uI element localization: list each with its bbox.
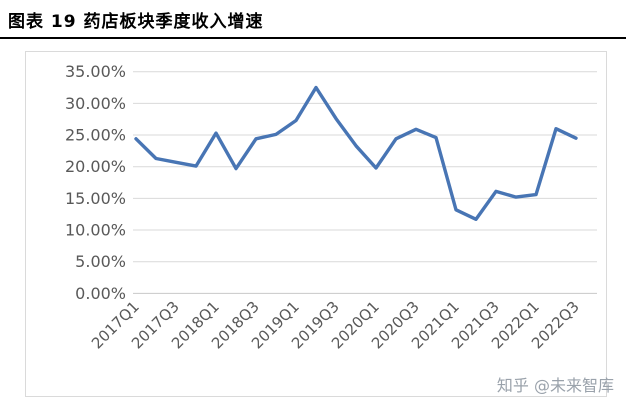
y-tick-label: 0.00% — [75, 284, 126, 303]
y-tick-label: 20.00% — [65, 157, 126, 176]
y-tick-label: 35.00% — [65, 62, 126, 81]
y-tick-label: 15.00% — [65, 189, 126, 208]
chart-title: 图表 19 药店板块季度收入增速 — [8, 12, 264, 32]
zhihu-watermark: 知乎 @未来智库 — [496, 376, 614, 395]
y-tick-label: 25.00% — [65, 126, 126, 145]
y-tick-label: 10.00% — [65, 221, 126, 240]
y-tick-label: 30.00% — [65, 94, 126, 113]
y-tick-label: 5.00% — [75, 252, 126, 271]
series-line — [134, 85, 578, 222]
title-underline — [0, 37, 626, 39]
chart-object-frame — [25, 51, 607, 397]
